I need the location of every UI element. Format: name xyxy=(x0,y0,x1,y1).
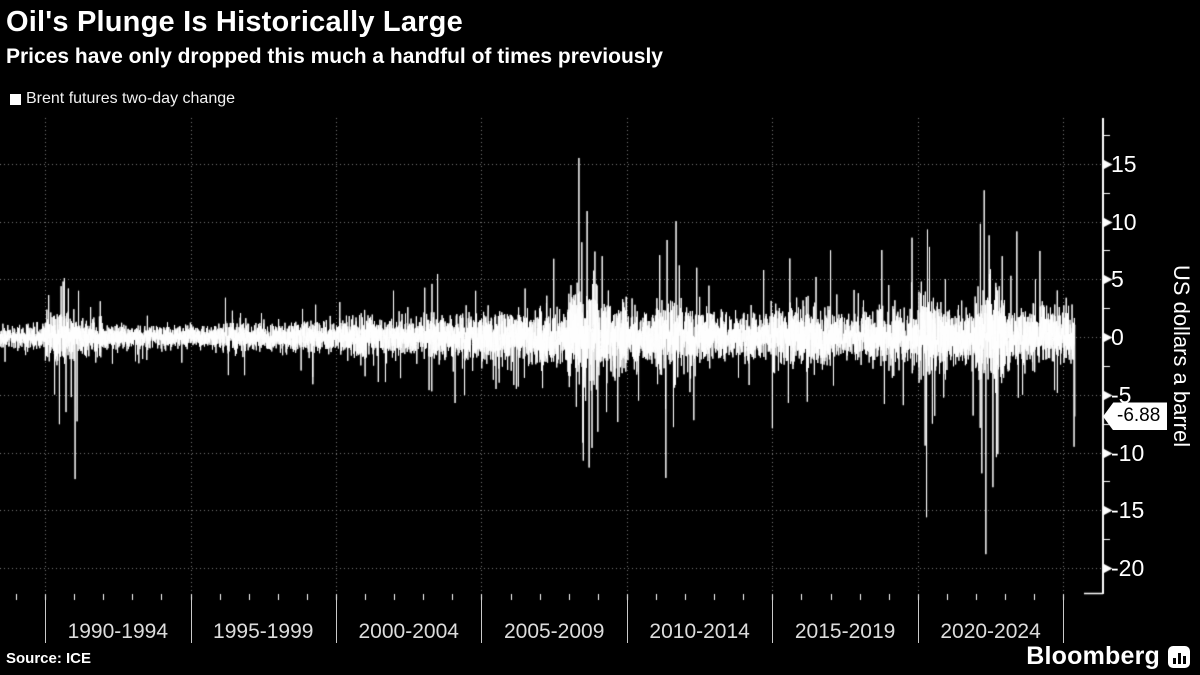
x-period-label: 2005-2009 xyxy=(503,620,605,643)
y-tick-label: 15 xyxy=(1111,150,1137,177)
x-period-separator xyxy=(1063,597,1064,643)
x-period-separator xyxy=(481,597,482,643)
x-period-separator xyxy=(45,597,46,643)
chart-subtitle: Prices have only dropped this much a han… xyxy=(6,45,663,68)
chart-title: Oil's Plunge Is Historically Large xyxy=(6,6,463,38)
x-period-label: 2015-2019 xyxy=(794,620,896,643)
y-axis-title: US dollars a barrel xyxy=(1169,264,1194,448)
y-tick-label: -20 xyxy=(1111,555,1145,582)
x-period-separator xyxy=(336,597,337,643)
bar-chart-icon xyxy=(1168,646,1190,668)
source-note: Source: ICE xyxy=(6,650,92,667)
bar-chart-icon-bar xyxy=(1177,653,1181,664)
x-period-label: 1995-1999 xyxy=(213,620,314,643)
y-tick-label: -15 xyxy=(1111,497,1145,524)
x-period-label: 2020-2024 xyxy=(940,620,1041,643)
y-tick-label: 5 xyxy=(1111,266,1124,293)
x-period-separator xyxy=(918,597,919,643)
y-tick-label: 0 xyxy=(1111,324,1124,351)
y-tick-label: -5 xyxy=(1111,381,1132,408)
y-tick-label: -10 xyxy=(1111,439,1145,466)
x-period-label: 2010-2014 xyxy=(649,620,750,643)
legend-square-swatch-icon xyxy=(10,93,21,105)
last-value-tag: -6.88 xyxy=(1103,402,1168,431)
x-period-separator xyxy=(627,597,628,643)
x-period-separator xyxy=(191,597,192,643)
x-period-label: 1990-1994 xyxy=(67,620,169,643)
legend: Brent futures two-day change xyxy=(10,90,235,108)
x-period-label: 2000-2004 xyxy=(358,620,459,643)
x-period-separator xyxy=(772,597,773,643)
bloomberg-wordmark: Bloomberg xyxy=(1026,642,1160,670)
bar-chart-icon-bar xyxy=(1172,658,1176,664)
bar-chart-icon-bar xyxy=(1182,656,1186,664)
legend-label: Brent futures two-day change xyxy=(26,90,236,107)
y-tick-label: 10 xyxy=(1111,208,1137,235)
